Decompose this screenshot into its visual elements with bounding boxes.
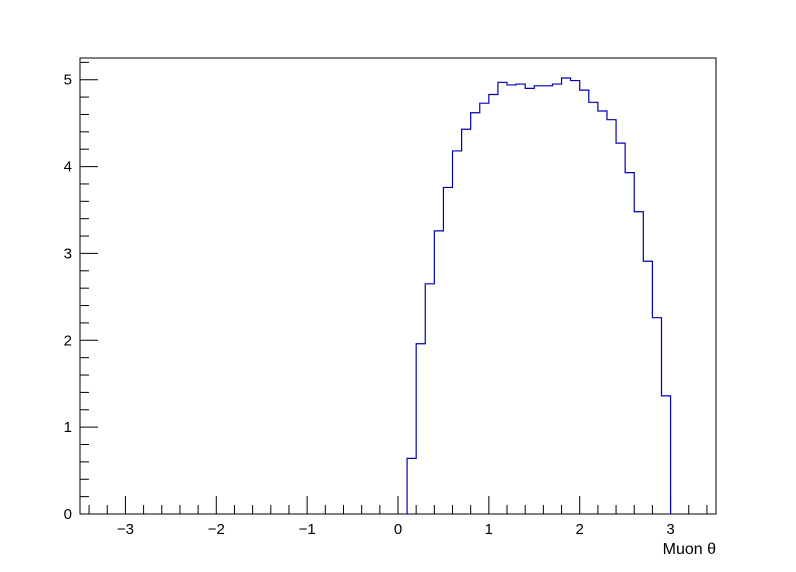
histogram-bin	[489, 94, 498, 514]
histogram-bin	[453, 151, 462, 514]
histogram-bin	[425, 284, 434, 514]
histogram-bin	[571, 81, 580, 514]
y-tick-label: 4	[64, 159, 72, 176]
x-axis: −3 −2 −1 0 1 2 3	[88, 496, 708, 538]
histogram-bin	[616, 143, 625, 514]
histogram-bin	[643, 261, 652, 514]
x-tick-label: 0	[394, 521, 402, 538]
histogram-bin	[462, 129, 471, 514]
histogram-bin	[507, 85, 516, 514]
histogram-bins	[406, 77, 672, 514]
x-axis-label: Muon θ	[663, 541, 716, 558]
histogram-bin	[407, 458, 416, 514]
histogram-bin	[580, 90, 589, 514]
histogram-bin	[498, 82, 507, 514]
x-tick-label: 2	[576, 521, 584, 538]
histogram-bin	[562, 78, 571, 514]
y-axis: 0 1 2 3 4 5	[64, 61, 98, 523]
histogram-bin	[443, 187, 452, 514]
histogram-bin	[652, 318, 661, 514]
x-tick-label: 3	[666, 521, 674, 538]
histogram-bin	[552, 84, 561, 514]
x-tick-label: 1	[485, 521, 493, 538]
histogram-bin	[534, 86, 543, 514]
histogram-bin	[589, 102, 598, 514]
y-tick-label: 2	[64, 332, 72, 349]
histogram-bin	[634, 212, 643, 514]
histogram-bin	[625, 173, 634, 514]
histogram-bin	[607, 120, 616, 514]
y-tick-label: 3	[64, 245, 72, 262]
x-tick-label: −2	[208, 521, 225, 538]
x-tick-label: −3	[117, 521, 134, 538]
histogram-bin	[416, 344, 425, 514]
y-tick-label: 1	[64, 419, 72, 436]
histogram-bin	[516, 84, 525, 514]
x-tick-label: −1	[299, 521, 316, 538]
histogram-bin	[434, 231, 443, 514]
histogram-bin	[543, 86, 552, 514]
histogram-bin	[471, 113, 480, 514]
histogram-bin	[598, 111, 607, 514]
histogram-bin	[525, 88, 534, 514]
histogram-bin	[480, 103, 489, 514]
y-tick-label: 5	[64, 72, 72, 89]
histogram-bin	[661, 396, 670, 514]
plot-frame	[79, 57, 717, 515]
y-tick-label: 0	[64, 506, 72, 523]
histogram-outline	[406, 77, 672, 514]
